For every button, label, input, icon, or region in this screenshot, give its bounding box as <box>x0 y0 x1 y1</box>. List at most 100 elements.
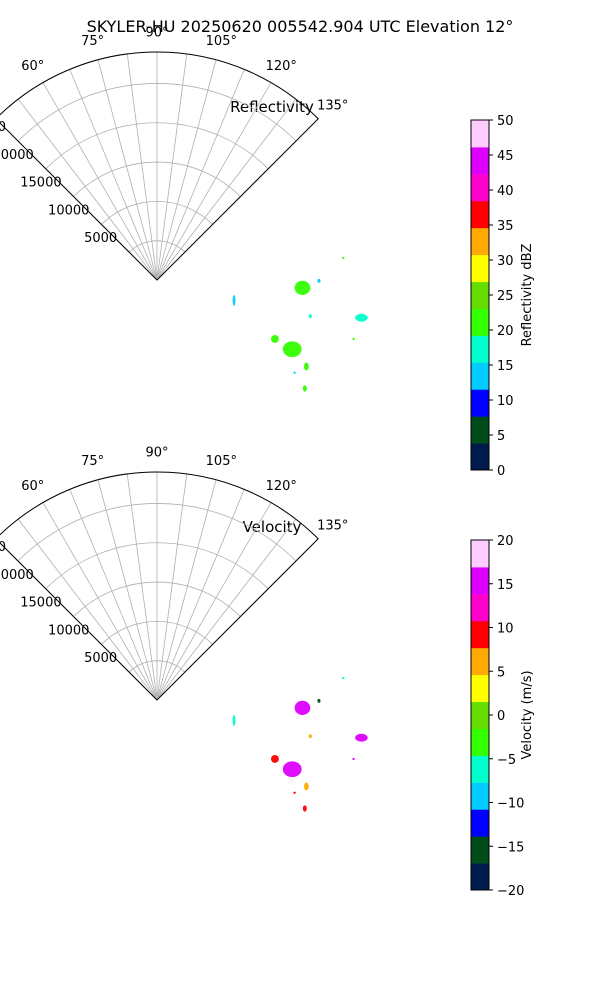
colorbar-tick-label: 5 <box>497 429 505 444</box>
radar-echo <box>271 755 279 763</box>
colorbar-segment <box>471 566 489 595</box>
radar-echo <box>293 791 296 794</box>
figure-suptitle: SKYLER-HU 20250620 005542.904 UTC Elevat… <box>87 17 514 36</box>
radar-echo <box>304 782 309 791</box>
azimuth-tick-label: 75° <box>81 34 104 49</box>
colorbar-label: Velocity (m/s) <box>520 670 535 759</box>
range-tick-label: 10000 <box>48 203 89 218</box>
azimuth-tick-label: 60° <box>21 59 44 74</box>
azimuth-gridline <box>97 59 158 281</box>
radar-echo <box>342 256 345 260</box>
colorbar-segment <box>471 120 489 148</box>
colorbar-segment <box>471 308 489 336</box>
radar-echo <box>355 313 368 322</box>
colorbar-segment <box>471 227 489 256</box>
radar-echo <box>271 335 279 343</box>
range-tick-label: 25000 <box>0 540 6 555</box>
azimuth-gridline <box>42 502 158 701</box>
radar-echo <box>302 805 307 812</box>
radar-echo <box>293 371 296 374</box>
azimuth-tick-label: 120° <box>266 479 297 494</box>
colorbar-segment <box>471 593 489 622</box>
colorbar-tick-label: 25 <box>497 289 514 304</box>
azimuth-gridline <box>156 82 272 281</box>
colorbar-segment <box>471 281 489 309</box>
azimuth-gridline <box>156 69 245 281</box>
reflectivity-panel: Reflectivity 60° 75° 90° 105° 120° 135° 5000 10… <box>0 25 535 479</box>
sector-outline <box>0 51 319 281</box>
radar-echo <box>282 341 302 358</box>
azimuth-tick-label: 135° <box>317 98 348 113</box>
colorbar-segment <box>471 146 489 175</box>
azimuth-gridline <box>156 59 217 281</box>
colorbar-tick-label: −20 <box>497 884 524 899</box>
azimuth-tick-label: 60° <box>21 479 44 494</box>
velocity-polar-plot: 60° 75° 90° 105° 120° 135° 5000 10000 15000 20000… <box>0 445 368 812</box>
colorbar-tick-label: −10 <box>497 797 524 812</box>
azimuth-gridline <box>156 502 272 701</box>
colorbar-tick-label: 35 <box>497 219 514 234</box>
colorbar-segment <box>471 389 489 417</box>
velocity-panel: Velocity 60° 75° 90° 105° 120° 135° 5000 10000 1… <box>0 445 535 899</box>
range-tick-label: 20000 <box>0 148 34 163</box>
colorbar-segment <box>471 254 489 283</box>
radar-echo <box>294 700 311 715</box>
azimuth-gridline <box>17 98 158 281</box>
colorbar-segment <box>471 755 489 783</box>
colorbar-segment <box>471 674 489 703</box>
colorbar-segment <box>471 173 489 202</box>
colorbar-segment <box>471 540 489 568</box>
colorbar-tick-label: −15 <box>497 840 524 855</box>
colorbar-segment <box>471 362 489 390</box>
colorbar-segment <box>471 647 489 676</box>
colorbar-tick-label: 5 <box>497 665 505 680</box>
colorbar-segment <box>471 335 489 363</box>
colorbar-tick-label: 15 <box>497 578 514 593</box>
radar-echo <box>317 698 321 703</box>
radar-echo <box>308 314 312 319</box>
colorbar-tick-label: 45 <box>497 149 514 164</box>
colorbar-tick-label: 15 <box>497 359 514 374</box>
azimuth-tick-label: 105° <box>206 34 237 49</box>
azimuth-gridline <box>69 489 158 701</box>
azimuth-gridline <box>97 479 158 701</box>
colorbar-tick-label: 30 <box>497 254 514 269</box>
range-tick-label: 10000 <box>48 623 89 638</box>
radar-echo <box>342 676 345 680</box>
colorbar-tick-label: 10 <box>497 394 514 409</box>
azimuth-gridline <box>156 473 188 701</box>
colorbar-tick-label: 0 <box>497 709 505 724</box>
range-tick-label: 25000 <box>0 120 6 135</box>
radar-echo <box>352 757 355 761</box>
radar-echo <box>308 734 312 739</box>
azimuth-gridline <box>156 489 245 701</box>
radar-echo <box>232 294 236 306</box>
colorbar-segment <box>471 836 489 864</box>
azimuth-gridline <box>156 479 217 701</box>
azimuth-gridline <box>156 518 297 701</box>
radar-echo <box>352 337 355 341</box>
range-tick-label: 15000 <box>20 596 61 611</box>
colorbar-segment <box>471 728 489 756</box>
azimuth-tick-label: 90° <box>145 25 168 40</box>
reflectivity-colorbar: 0 5 10 15 20 25 30 35 40 45 50 Reflectivity dBZ <box>470 114 535 479</box>
colorbar-segment <box>471 416 489 444</box>
reflectivity-polar-plot: 60° 75° 90° 105° 120° 135° 5000 10000 15000 20000… <box>0 25 368 392</box>
colorbar-segment <box>471 701 489 729</box>
colorbar-segment <box>471 620 489 649</box>
velocity-title: Velocity <box>243 518 302 536</box>
colorbar-tick-label: 0 <box>497 464 505 479</box>
colorbar-segment <box>471 782 489 810</box>
azimuth-gridline <box>42 82 158 281</box>
radar-echo <box>304 362 309 371</box>
colorbar-segment <box>471 863 489 891</box>
colorbar-tick-label: 20 <box>497 534 514 549</box>
colorbar-segment <box>471 443 489 471</box>
colorbar-label: Reflectivity dBZ <box>520 244 535 347</box>
radar-echo <box>355 733 368 742</box>
azimuth-tick-label: 120° <box>266 59 297 74</box>
colorbar-segment <box>471 200 489 229</box>
range-tick-label: 15000 <box>20 176 61 191</box>
radar-echo <box>232 714 236 726</box>
azimuth-tick-label: 135° <box>317 518 348 533</box>
